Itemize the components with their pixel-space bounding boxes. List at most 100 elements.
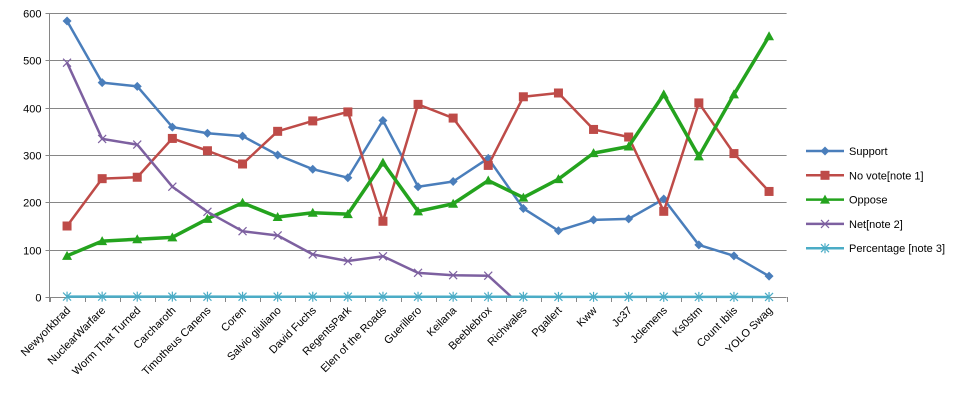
x-tick-label: Elen of the Roads — [319, 304, 390, 375]
marker-star — [413, 291, 423, 302]
marker-square — [624, 132, 634, 142]
y-tick-label: 600 — [23, 9, 41, 21]
marker-square — [659, 206, 669, 216]
marker-square — [97, 174, 107, 184]
marker-diamond — [238, 131, 248, 141]
marker-triangle — [483, 175, 494, 185]
x-tick-label: Kww — [575, 305, 600, 330]
marker-triangle — [518, 192, 529, 202]
marker-star — [167, 291, 177, 302]
y-tick-label: 200 — [23, 198, 41, 210]
x-tick-label: Pgallert — [530, 305, 565, 340]
marker-triangle — [553, 174, 564, 184]
marker-star — [764, 291, 774, 302]
y-tick-label: 0 — [35, 293, 41, 305]
marker-star — [378, 291, 388, 302]
marker-triangle — [62, 250, 73, 260]
marker-x — [273, 231, 283, 240]
marker-star — [483, 291, 493, 302]
marker-star — [554, 291, 563, 302]
marker-x — [203, 207, 212, 217]
legend-label: Support — [849, 146, 888, 158]
marker-diamond — [764, 271, 774, 281]
marker-star — [589, 291, 598, 302]
marker-x — [97, 134, 107, 144]
series-no-vote-note-1- — [62, 88, 774, 231]
marker-triangle — [764, 31, 775, 41]
marker-star — [308, 291, 318, 302]
marker-square — [448, 113, 458, 123]
marker-diamond — [413, 182, 423, 192]
x-tick-label: Coren — [219, 305, 249, 335]
marker-triangle — [820, 194, 830, 204]
marker-square — [202, 146, 212, 156]
marker-triangle — [237, 197, 248, 207]
marker-square — [483, 160, 493, 170]
marker-triangle — [97, 236, 108, 246]
marker-triangle — [623, 141, 634, 151]
marker-x — [820, 219, 830, 229]
marker-square — [167, 133, 177, 143]
marker-x — [483, 271, 493, 281]
marker-square — [820, 170, 830, 180]
marker-diamond — [167, 122, 177, 132]
marker-star — [518, 291, 528, 302]
marker-triangle — [377, 157, 388, 167]
series-line — [66, 91, 770, 227]
marker-diamond — [132, 81, 142, 91]
marker-star — [343, 291, 353, 302]
marker-diamond — [729, 251, 739, 261]
marker-diamond — [448, 177, 458, 187]
marker-square — [729, 149, 739, 159]
series-support — [62, 16, 774, 281]
legend-label: Oppose — [849, 195, 888, 207]
marker-x — [238, 226, 247, 236]
y-tick-label: 500 — [23, 56, 41, 68]
marker-star — [659, 291, 669, 302]
series-net-note-2- — [62, 58, 513, 298]
legend-item: Percentage [note 3] — [806, 243, 945, 255]
marker-square — [589, 124, 599, 134]
marker-diamond — [694, 240, 704, 250]
marker-triangle — [693, 151, 704, 161]
x-tick-label: Jclemens — [629, 304, 671, 346]
marker-star — [238, 291, 247, 302]
series-oppose — [62, 31, 775, 260]
marker-square — [413, 99, 423, 109]
series-group — [62, 16, 775, 302]
marker-x — [448, 270, 458, 280]
y-tick-label: 300 — [23, 151, 41, 163]
marker-diamond — [553, 226, 563, 236]
marker-square — [553, 88, 563, 98]
marker-square — [518, 92, 528, 102]
marker-diamond — [518, 203, 528, 213]
y-axis: 0 100 200 300 400 500 600 — [23, 9, 50, 305]
marker-x — [132, 140, 142, 150]
legend-label: Net[note 2] — [849, 219, 903, 231]
marker-triangle — [272, 212, 283, 222]
marker-x — [62, 58, 72, 68]
marker-star — [97, 291, 107, 302]
marker-triangle — [167, 232, 178, 242]
marker-triangle — [413, 206, 424, 216]
marker-x — [343, 256, 353, 266]
marker-diamond — [308, 164, 318, 174]
y-tick-label: 400 — [23, 104, 41, 116]
series-line — [66, 35, 771, 258]
marker-star — [694, 291, 704, 302]
legend-label: No vote[note 1] — [849, 170, 924, 182]
marker-triangle — [132, 234, 143, 244]
marker-star — [820, 243, 830, 254]
x-tick-label: Timotheus Canens — [140, 304, 214, 378]
marker-triangle — [342, 209, 353, 219]
y-tick-label: 100 — [23, 246, 41, 258]
marker-star — [448, 291, 458, 302]
marker-x — [378, 251, 388, 261]
legend: Support No vote[note 1] Oppose Net[note 2] P… — [806, 146, 945, 255]
marker-diamond — [624, 214, 634, 224]
marker-diamond — [378, 115, 388, 125]
legend-item: Net[note 2] — [806, 219, 903, 231]
x-tick-label: Keilana — [425, 304, 460, 339]
marker-star — [203, 291, 212, 302]
marker-diamond — [343, 173, 353, 183]
